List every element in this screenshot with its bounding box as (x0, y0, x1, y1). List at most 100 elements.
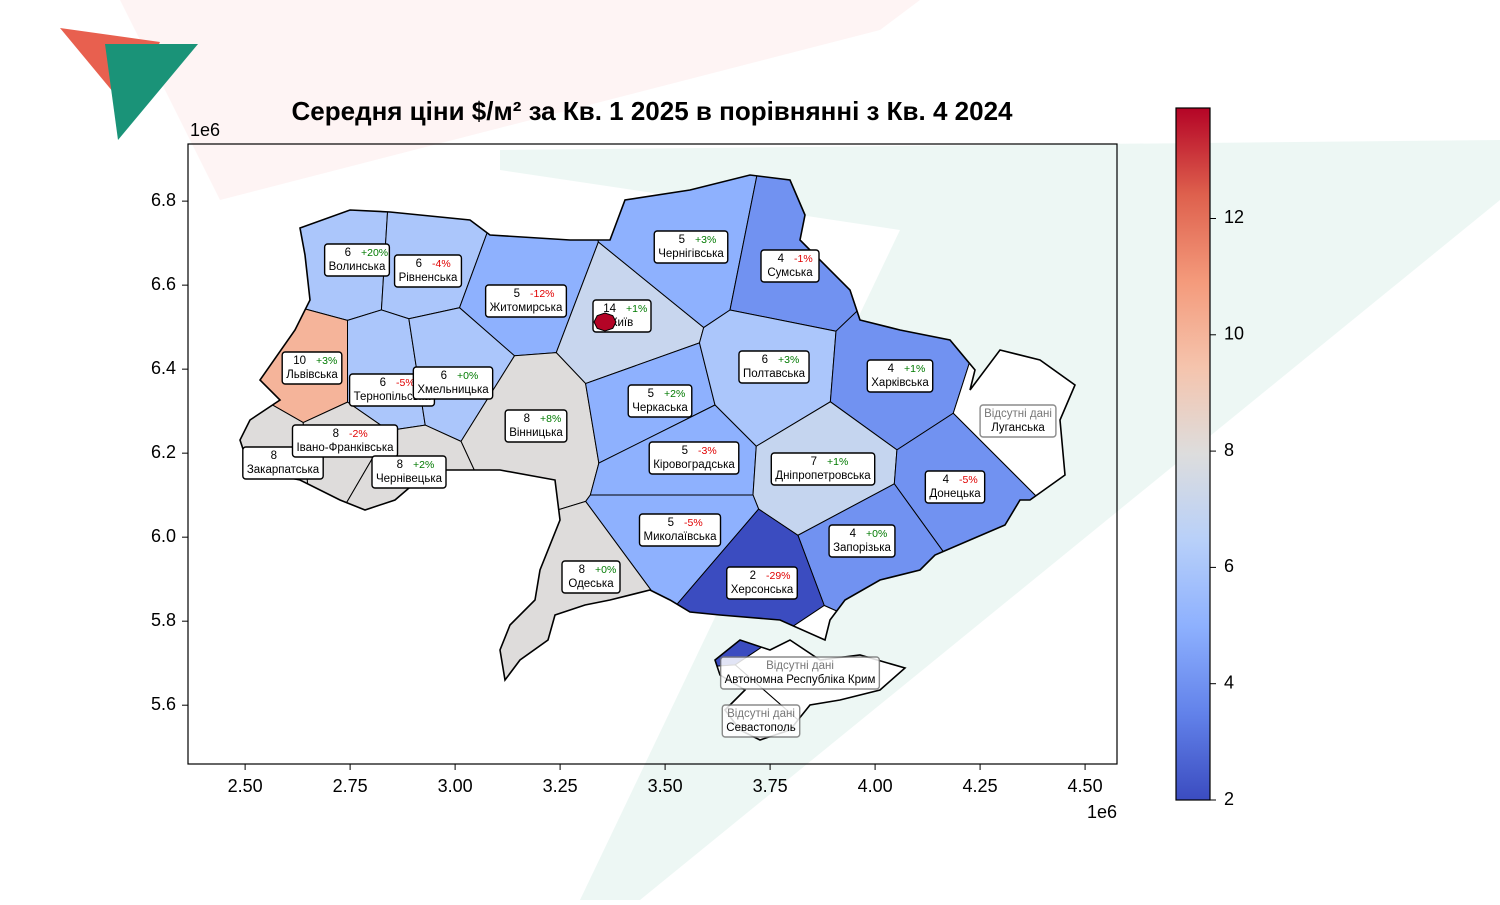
region-name: Харківська (871, 377, 929, 389)
label-box (412, 366, 494, 400)
region-value: 6 (416, 258, 422, 270)
label-box (770, 452, 876, 486)
region-label: Луганська Відсутні дані (979, 404, 1057, 438)
missing-label: Відсутні дані (984, 408, 1052, 420)
region-value: 10 (293, 355, 306, 367)
colorbar-tick-label: 2 (1224, 789, 1234, 809)
region-name: Севастополь (726, 722, 795, 734)
colorbar (1175, 107, 1211, 801)
region-label: Харківська 4 +1% (866, 359, 934, 393)
region (593, 312, 617, 332)
region-value: 5 (514, 288, 520, 300)
region-name: Вінницька (509, 427, 563, 439)
region-change: +0% (595, 564, 616, 576)
logo-green (105, 44, 198, 140)
region-change: -5% (396, 377, 415, 389)
region-name: Миколаївська (643, 531, 717, 543)
x-tick-label: 4.00 (858, 776, 893, 796)
region-change: -3% (698, 445, 717, 457)
region-value: 5 (668, 517, 674, 529)
region-label: Кіровоградська 5 -3% (648, 441, 740, 475)
region-change: +1% (827, 456, 848, 468)
label-box (323, 243, 391, 277)
region-change: +0% (457, 370, 478, 382)
region-name: Рівненська (399, 272, 458, 284)
region-label: Волинська 6 +20% (323, 243, 391, 277)
region-name: Хмельницька (417, 384, 489, 396)
region-label: Миколаївська 5 -5% (638, 513, 722, 547)
y-tick-label: 6.0 (151, 526, 176, 546)
region-value: 6 (762, 354, 768, 366)
label-box (484, 284, 568, 318)
region-label: Дніпропетровська 7 +1% (770, 452, 876, 486)
region-change: -1% (794, 253, 813, 265)
region-value: 6 (441, 370, 447, 382)
region-name: Одеська (568, 578, 614, 590)
region-label: Львівська 10 +3% (281, 351, 343, 385)
region-name: Чернівецька (376, 473, 443, 485)
region-change: -5% (959, 474, 978, 486)
region-change: -29% (766, 570, 791, 582)
x-tick-label: 2.50 (228, 776, 263, 796)
region-name: Львівська (286, 369, 338, 381)
region-change: -4% (432, 258, 451, 270)
region-name: Херсонська (731, 584, 794, 596)
label-box (738, 350, 810, 384)
label-box (719, 656, 881, 690)
region-label: Черкаська 5 +2% (627, 384, 693, 418)
label-box (721, 704, 801, 738)
labels: Волинська 6 +20% Рівненська 6 -4% Житомирська 5… (242, 230, 1057, 738)
label-box (648, 441, 740, 475)
x-tick-label: 4.50 (1068, 776, 1103, 796)
y-tick-label: 5.6 (151, 694, 176, 714)
region-change: -2% (349, 428, 368, 440)
region-name: Івано-Франківська (296, 442, 394, 454)
region-change: +3% (316, 355, 337, 367)
y-tick-label: 6.8 (151, 190, 176, 210)
y-tick-label: 6.2 (151, 442, 176, 462)
region-label: Сумська 4 -1% (760, 249, 820, 283)
region-name: Волинська (329, 261, 386, 273)
region-change: +2% (664, 388, 685, 400)
region-name: Автономна Республіка Крим (725, 674, 876, 686)
x-tick-label: 3.75 (753, 776, 788, 796)
label-box (281, 351, 343, 385)
region-value: 8 (524, 413, 530, 425)
region-value: 6 (345, 247, 351, 259)
region-name: Житомирська (490, 302, 563, 314)
region-value: 4 (943, 474, 950, 486)
region-value: 8 (397, 459, 403, 471)
x-tick-label: 3.00 (438, 776, 473, 796)
region-label: Севастополь Відсутні дані (721, 704, 801, 738)
region-value: 14 (603, 303, 616, 315)
region-change: +8% (540, 413, 561, 425)
missing-label: Відсутні дані (766, 660, 834, 672)
region-name: Черкаська (632, 402, 688, 414)
axes-frame (187, 143, 1118, 765)
label-box (924, 470, 986, 504)
x-tick-label: 3.50 (648, 776, 683, 796)
region-value: 6 (380, 377, 386, 389)
region-label: Рівненська 6 -4% (393, 254, 463, 288)
region-name: Київ (611, 317, 633, 329)
region-label: Запорізька 4 +0% (828, 524, 896, 558)
y-tick-label: 6.4 (151, 358, 176, 378)
label-box (979, 404, 1057, 438)
chart-title: Середня ціни $/м² за Кв. 1 2025 в порівн… (292, 96, 1014, 126)
region-label: Полтавська 6 +3% (738, 350, 810, 384)
colorbar-tick-label: 4 (1224, 672, 1234, 692)
label-box (726, 566, 798, 600)
region-label: Одеська 8 +0% (561, 560, 621, 594)
region-value: 5 (682, 445, 688, 457)
y-tick-label: 6.6 (151, 274, 176, 294)
region-change: -5% (684, 517, 703, 529)
label-box (638, 513, 722, 547)
region-change: +3% (778, 354, 799, 366)
region-name: Донецька (929, 488, 981, 500)
colorbar-tick-label: 10 (1224, 324, 1244, 344)
label-box (866, 359, 934, 393)
x-offset: 1e6 (1087, 802, 1117, 822)
region-name: Полтавська (743, 368, 806, 380)
region-value: 4 (778, 253, 785, 265)
label-box (393, 254, 463, 288)
